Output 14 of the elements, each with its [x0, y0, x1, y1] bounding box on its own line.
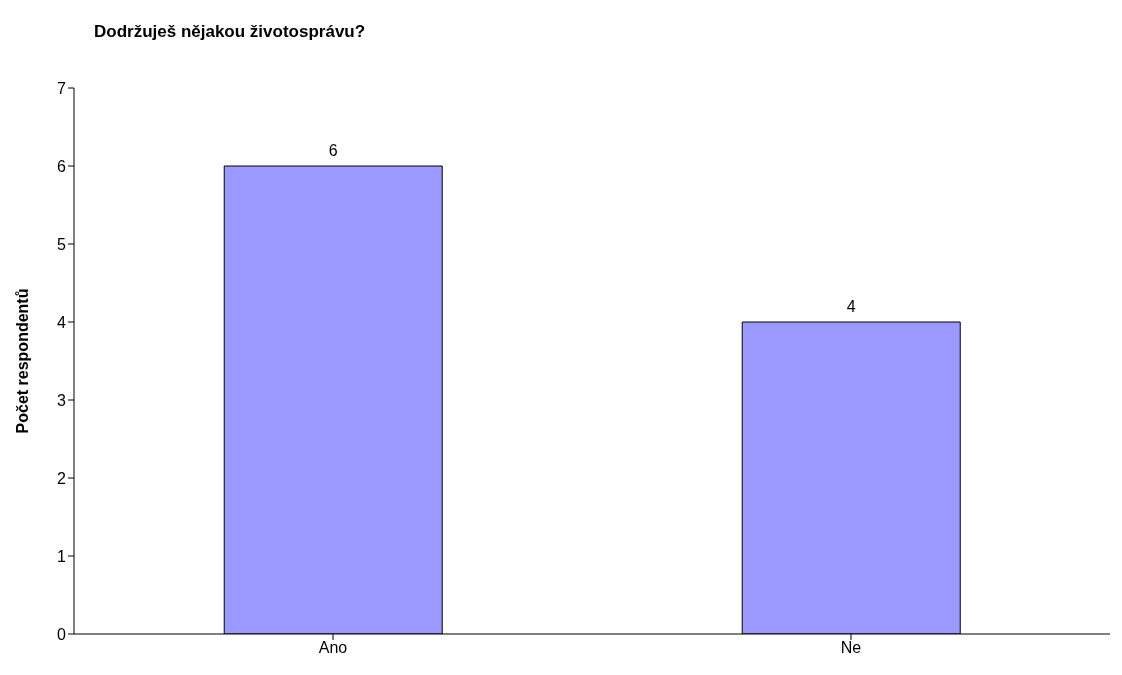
y-tick-label: 4	[57, 313, 67, 331]
x-tick-label: Ne	[840, 639, 862, 657]
x-tick-label: Ano	[318, 639, 348, 657]
y-tick-label: 7	[57, 79, 67, 97]
chart-title: Dodržuješ nějakou životosprávu?	[94, 22, 366, 42]
y-tick-label: 5	[57, 235, 67, 253]
data-label: 4	[846, 298, 856, 315]
y-tick-label: 1	[57, 547, 67, 565]
data-label: 6	[328, 142, 338, 159]
y-axis-title: Počet respondentů	[13, 288, 31, 434]
y-tick-label: 0	[57, 625, 67, 643]
y-tick-label: 3	[57, 391, 67, 409]
y-tick-label: 2	[57, 469, 67, 487]
y-tick-label: 6	[57, 157, 67, 175]
